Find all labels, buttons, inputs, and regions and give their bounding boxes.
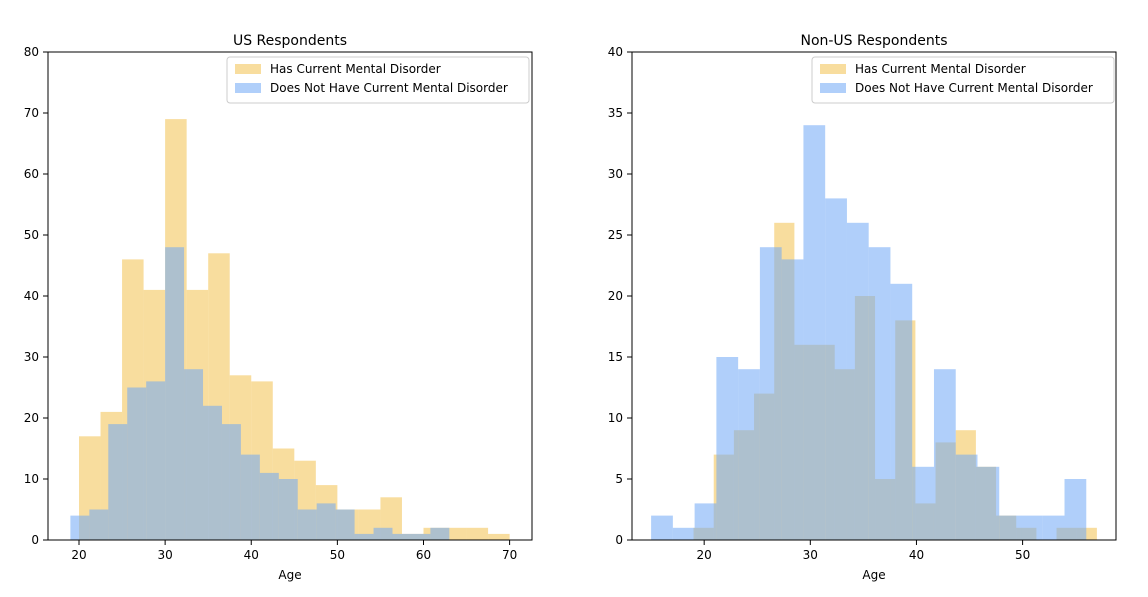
histogram-bar-series-1-bin-6 — [781, 259, 804, 540]
y-tick-label: 25 — [608, 228, 623, 242]
x-tick-label: 40 — [244, 548, 259, 562]
histogram-bar-series-0-bin-19 — [488, 533, 510, 540]
histogram-bar-series-1-bin-7 — [203, 405, 222, 540]
histogram-bar-series-1-bin-7 — [803, 125, 826, 540]
histogram-bar-series-1-bin-18 — [1042, 515, 1065, 540]
x-tick-label: 70 — [502, 548, 517, 562]
histogram-bar-series-1-bin-10 — [868, 247, 891, 540]
y-tick-label: 30 — [24, 350, 39, 364]
histogram-bar-series-1-bin-0 — [70, 515, 90, 540]
y-tick-label: 50 — [24, 228, 39, 242]
y-tick-label: 70 — [24, 106, 39, 120]
histogram-bars — [651, 125, 1097, 541]
histogram-bar-series-1-bin-4 — [738, 369, 760, 540]
histogram-bar-series-1-bin-2 — [108, 424, 128, 540]
chart-title: Non-US Respondents — [800, 33, 947, 49]
y-tick-label: 40 — [608, 45, 623, 59]
histogram-bar-series-1-bin-19 — [1064, 479, 1087, 540]
histogram-bar-series-1-bin-2 — [694, 503, 717, 540]
legend-swatch-has-disorder — [235, 64, 261, 74]
histogram-bar-series-1-bin-14 — [955, 454, 978, 540]
histogram-bar-series-1-bin-18 — [411, 533, 431, 540]
histogram-bar-series-1-bin-19 — [430, 527, 450, 540]
non-us-respondents-chart: Non-US Respondents 20 30 40 50 0 5 10 15 20 25 30 3… — [608, 33, 1117, 582]
legend-label-has-disorder: Has Current Mental Disorder — [855, 62, 1026, 76]
y-tick-label: 30 — [608, 167, 623, 181]
histogram-bar-series-1-bin-13 — [316, 503, 336, 540]
y-tick-label: 0 — [615, 533, 623, 547]
histogram-bar-series-1-bin-13 — [933, 369, 956, 540]
y-tick-label: 0 — [31, 533, 39, 547]
histogram-bar-series-1-bin-1 — [672, 527, 695, 540]
histogram-bar-series-1-bin-5 — [165, 247, 185, 540]
x-tick-label: 20 — [697, 548, 712, 562]
histogram-bar-series-1-bin-17 — [1021, 515, 1043, 540]
histogram-bar-series-1-bin-16 — [999, 515, 1022, 540]
y-tick-label: 35 — [608, 106, 623, 120]
histogram-bar-series-1-bin-8 — [825, 198, 847, 540]
legend-swatch-no-disorder — [820, 83, 846, 93]
histogram-bar-series-1-bin-14 — [335, 509, 355, 540]
legend-label-no-disorder: Does Not Have Current Mental Disorder — [270, 81, 508, 95]
y-tick-label: 5 — [615, 472, 623, 486]
legend-label-has-disorder: Has Current Mental Disorder — [270, 62, 441, 76]
histogram-bar-series-1-bin-4 — [146, 381, 166, 540]
legend-label-no-disorder: Does Not Have Current Mental Disorder — [855, 81, 1093, 95]
histogram-bar-series-1-bin-12 — [912, 466, 934, 540]
histogram-bar-series-1-bin-9 — [846, 222, 869, 541]
histogram-bar-series-1-bin-3 — [716, 357, 739, 540]
histogram-bar-series-0-bin-17 — [445, 527, 467, 540]
axes: 20 30 40 50 0 5 10 15 20 25 30 35 40 — [608, 45, 1117, 562]
x-axis-label: Age — [278, 568, 301, 582]
histogram-bar-series-1-bin-9 — [240, 454, 260, 540]
y-tick-label: 80 — [24, 45, 39, 59]
x-tick-label: 50 — [330, 548, 345, 562]
histogram-bar-series-1-bin-6 — [184, 369, 204, 540]
histogram-bar-series-1-bin-1 — [89, 509, 109, 540]
histogram-bars — [70, 119, 510, 541]
y-tick-label: 20 — [608, 289, 623, 303]
y-tick-label: 15 — [608, 350, 623, 364]
legend-swatch-no-disorder — [235, 83, 261, 93]
x-tick-label: 30 — [157, 548, 172, 562]
x-tick-label: 40 — [909, 548, 924, 562]
legend: Has Current Mental Disorder Does Not Hav… — [811, 56, 1115, 104]
histogram-bar-series-1-bin-12 — [297, 509, 317, 540]
x-tick-label: 20 — [71, 548, 86, 562]
y-tick-label: 60 — [24, 167, 39, 181]
legend-swatch-has-disorder — [820, 64, 846, 74]
histogram-bar-series-1-bin-0 — [651, 515, 673, 540]
x-tick-label: 60 — [416, 548, 431, 562]
y-tick-label: 10 — [24, 472, 39, 486]
y-tick-label: 20 — [24, 411, 39, 425]
histogram-bar-series-1-bin-17 — [392, 533, 412, 540]
histogram-bar-series-1-bin-10 — [259, 472, 279, 540]
histogram-bar-series-1-bin-3 — [127, 387, 147, 540]
axes: 20 30 40 50 60 70 0 10 20 30 40 50 60 70 80 — [24, 45, 533, 562]
x-axis-label: Age — [862, 568, 885, 582]
histogram-bar-series-1-bin-8 — [221, 424, 241, 540]
us-respondents-chart: US Respondents 20 30 40 50 60 70 0 10 20 30 40 50 60… — [24, 33, 533, 582]
legend: Has Current Mental Disorder Does Not Hav… — [226, 56, 530, 104]
histogram-bar-series-0-bin-18 — [466, 527, 489, 540]
x-tick-label: 50 — [1015, 548, 1030, 562]
histogram-bar-series-1-bin-11 — [278, 479, 298, 540]
histogram-bar-series-1-bin-11 — [890, 283, 913, 540]
histogram-bar-series-1-bin-15 — [977, 466, 1000, 540]
y-tick-label: 10 — [608, 411, 623, 425]
histogram-bar-series-1-bin-15 — [354, 533, 374, 540]
x-tick-label: 30 — [803, 548, 818, 562]
histogram-bar-series-1-bin-16 — [373, 527, 393, 540]
legend-box — [811, 56, 1115, 104]
chart-title: US Respondents — [233, 33, 347, 49]
histogram-bar-series-1-bin-5 — [759, 247, 782, 540]
y-tick-label: 40 — [24, 289, 39, 303]
legend-box — [226, 56, 530, 104]
